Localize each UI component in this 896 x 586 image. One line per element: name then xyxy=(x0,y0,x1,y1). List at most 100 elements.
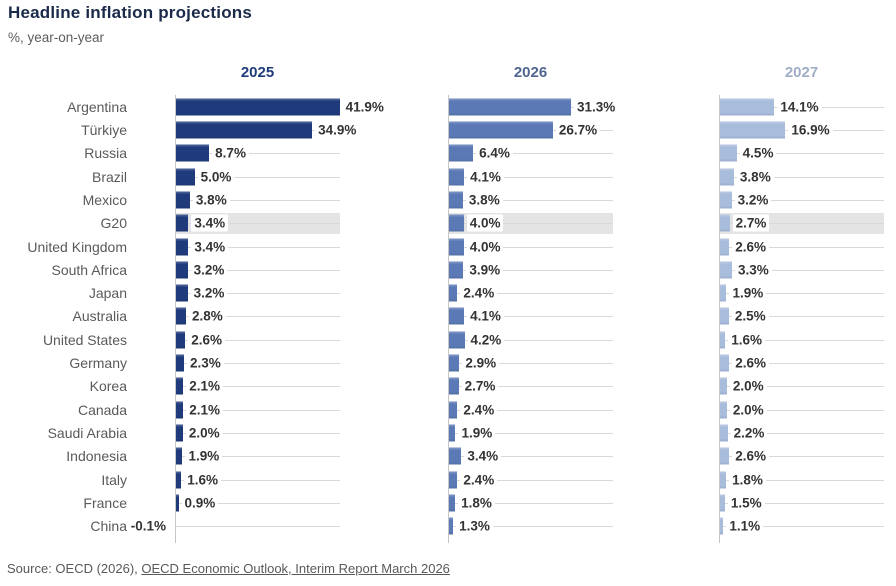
row-gridline xyxy=(719,386,884,388)
value-label: 1.9% xyxy=(729,284,767,302)
value-label: 1.6% xyxy=(728,331,766,349)
bar xyxy=(175,354,185,372)
value-label: 2.9% xyxy=(462,354,500,372)
bar-row: 1.9% xyxy=(719,282,884,305)
row-gridline xyxy=(719,339,884,341)
category-label: Russia xyxy=(84,145,127,162)
bar-row: 5.0% xyxy=(175,165,340,188)
chart-column-2026: 31.3% 26.7% 6.4% 4.1% 3.8% 4.0% 4.0% 3.9% 2.4% 4.… xyxy=(448,95,619,543)
bar xyxy=(175,144,210,162)
bar xyxy=(448,284,458,302)
bar xyxy=(719,354,730,372)
bar xyxy=(175,214,189,232)
category-label: Korea xyxy=(89,378,127,395)
value-label: 2.0% xyxy=(729,377,767,395)
bar-row: 3.8% xyxy=(448,188,613,211)
row-gridline xyxy=(448,153,613,155)
row-gridline xyxy=(175,176,340,178)
bar xyxy=(719,284,727,302)
category-label: Brazil xyxy=(91,168,127,185)
bar xyxy=(175,471,182,489)
bar-row: 2.1% xyxy=(175,398,340,421)
chart-subtitle: %, year-on-year xyxy=(8,30,105,45)
bar-row: 4.1% xyxy=(448,305,613,328)
source-link[interactable]: OECD Economic Outlook, Interim Report Ma… xyxy=(141,561,450,576)
bar-row: 4.0% xyxy=(448,212,613,235)
value-label: 4.1% xyxy=(467,307,504,325)
bar xyxy=(719,191,732,209)
value-label: 3.8% xyxy=(192,191,230,209)
bar-row: 16.9% xyxy=(719,118,884,141)
value-label: 2.4% xyxy=(460,401,498,419)
row-gridline xyxy=(175,502,340,504)
row-gridline xyxy=(719,479,884,481)
value-label: 1.8% xyxy=(729,471,766,489)
axis-baseline xyxy=(448,95,449,543)
value-label: 34.9% xyxy=(315,121,360,139)
value-label: 1.5% xyxy=(727,494,765,512)
bar-row: 2.8% xyxy=(175,305,340,328)
bar-row: 2.0% xyxy=(719,398,884,421)
category-label: Türkiye xyxy=(81,121,127,138)
bar-row: 3.2% xyxy=(175,282,340,305)
category-label: Japan xyxy=(88,285,127,302)
bar xyxy=(719,401,727,419)
page-title: Headline inflation projections xyxy=(8,3,253,22)
value-label: 4.0% xyxy=(466,214,504,232)
value-label: 2.5% xyxy=(731,307,769,325)
row-gridline xyxy=(719,456,884,458)
value-label: 2.3% xyxy=(187,354,224,372)
column-header-2027: 2027 xyxy=(784,64,819,81)
bar-row: 4.5% xyxy=(719,142,884,165)
value-label: 3.8% xyxy=(736,168,774,186)
value-label: -0.1% xyxy=(127,517,169,535)
value-label: 2.0% xyxy=(185,424,223,442)
bar xyxy=(175,238,189,256)
row-gridline xyxy=(448,433,613,435)
source-prefix: Source: OECD (2026), xyxy=(7,561,142,576)
value-label: 2.0% xyxy=(729,401,767,419)
bar-row: 2.7% xyxy=(719,212,884,235)
row-gridline xyxy=(448,456,613,458)
bar-row: 3.2% xyxy=(175,258,340,281)
bar xyxy=(448,98,571,116)
bar-row: 2.5% xyxy=(719,305,884,328)
value-label: 1.6% xyxy=(184,471,222,489)
bar-row: 3.3% xyxy=(719,258,884,281)
row-gridline xyxy=(448,199,613,201)
value-label: 2.6% xyxy=(732,447,769,465)
value-label: 5.0% xyxy=(197,168,235,186)
value-label: 3.8% xyxy=(465,191,503,209)
bar xyxy=(175,494,179,512)
bar xyxy=(719,307,729,325)
bar xyxy=(719,144,737,162)
value-label: 2.6% xyxy=(732,238,769,256)
value-label: 3.2% xyxy=(734,191,772,209)
bar-row: 3.4% xyxy=(175,212,340,235)
category-label: Germany xyxy=(69,355,127,372)
row-gridline xyxy=(175,409,340,411)
row-gridline xyxy=(448,316,613,318)
bar xyxy=(719,494,725,512)
value-label: 2.7% xyxy=(461,377,499,395)
bar xyxy=(719,214,730,232)
category-label: France xyxy=(83,494,127,511)
bar-row: 14.1% xyxy=(719,95,884,118)
bar xyxy=(448,121,553,139)
row-gridline xyxy=(719,246,884,248)
value-label: 3.9% xyxy=(466,261,504,279)
bar-row: 2.4% xyxy=(448,398,613,421)
value-label: 4.1% xyxy=(467,168,504,186)
row-gridline xyxy=(175,386,340,388)
category-labels: Argentina Türkiye Russia Brazil Mexico G20 Uni… xyxy=(0,95,127,538)
axis-baseline xyxy=(719,95,720,543)
bar xyxy=(175,307,186,325)
row-gridline xyxy=(719,153,884,155)
bar xyxy=(448,447,462,465)
bar xyxy=(719,471,727,489)
row-gridline xyxy=(448,363,613,365)
bar xyxy=(448,238,464,256)
bar-row: 1.8% xyxy=(719,468,884,491)
bar-row: 2.6% xyxy=(719,445,884,468)
bar xyxy=(448,424,456,442)
